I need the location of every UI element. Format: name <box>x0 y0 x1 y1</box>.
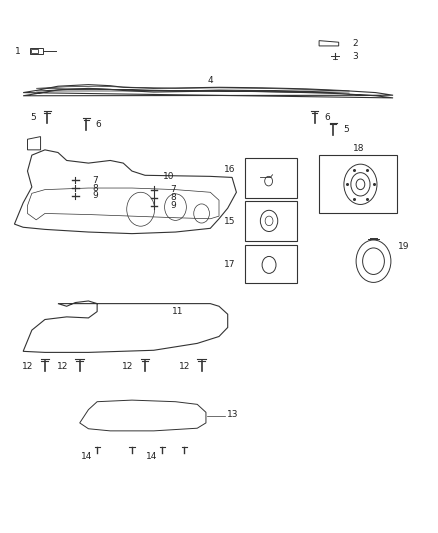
Text: 8: 8 <box>170 193 176 202</box>
Text: 2: 2 <box>352 39 357 48</box>
Bar <box>245 245 297 284</box>
Bar <box>245 158 297 198</box>
Text: 6: 6 <box>95 120 101 129</box>
Text: 8: 8 <box>92 183 98 192</box>
Text: 12: 12 <box>22 362 33 370</box>
Text: 4: 4 <box>208 76 213 85</box>
Bar <box>245 201 297 241</box>
Text: 14: 14 <box>146 452 157 461</box>
Text: 18: 18 <box>353 144 364 154</box>
Text: 14: 14 <box>81 452 92 461</box>
Text: 1: 1 <box>15 47 21 56</box>
Text: 16: 16 <box>224 165 236 174</box>
Text: 3: 3 <box>352 52 358 61</box>
Text: 12: 12 <box>57 362 68 370</box>
Text: 11: 11 <box>172 306 184 316</box>
Text: 9: 9 <box>170 201 176 210</box>
Bar <box>319 155 397 214</box>
Text: 7: 7 <box>92 175 98 184</box>
Text: 5: 5 <box>30 113 35 122</box>
Text: 19: 19 <box>398 243 410 252</box>
Text: 13: 13 <box>227 410 238 419</box>
Text: 10: 10 <box>163 172 175 181</box>
Text: 7: 7 <box>170 185 176 194</box>
Text: 5: 5 <box>343 125 349 134</box>
Text: 9: 9 <box>92 191 98 200</box>
Text: 12: 12 <box>178 362 190 370</box>
Text: 17: 17 <box>224 260 236 269</box>
Text: 6: 6 <box>324 113 330 122</box>
Text: 15: 15 <box>224 217 236 225</box>
Text: 12: 12 <box>122 362 133 370</box>
